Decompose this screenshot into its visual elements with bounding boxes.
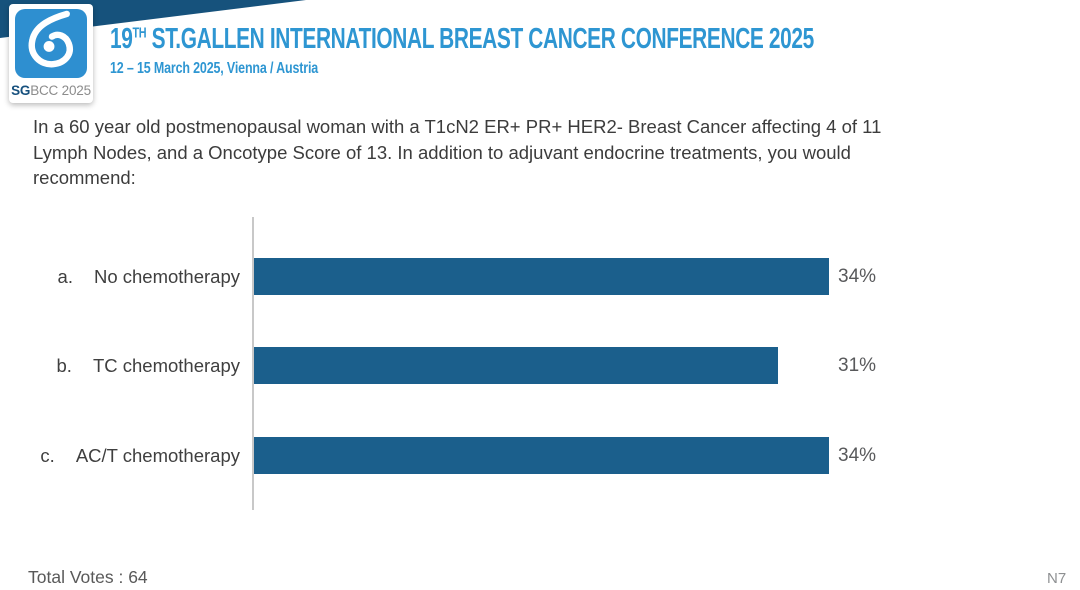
- value-label-a: 34%: [838, 266, 877, 287]
- option-label-a: a. No chemotherapy: [20, 258, 240, 295]
- option-text-b: TC chemotherapy: [92, 354, 240, 376]
- header-titles: 19TH ST.GALLEN INTERNATIONAL BREAST CANC…: [110, 23, 1080, 78]
- option-label-b: b. TC chemotherapy: [20, 347, 240, 384]
- chart-axis-line: [252, 217, 254, 510]
- total-votes-label: Total Votes : 64: [28, 567, 148, 587]
- question-line-2: Lymph Nodes, and a Oncotype Score of 13.…: [33, 141, 851, 163]
- option-text-a: No chemotherapy: [93, 265, 240, 287]
- question-text: In a 60 year old postmenopausal woman wi…: [33, 114, 881, 191]
- chart-bar-a: [254, 258, 829, 295]
- value-label-b: 31%: [838, 355, 877, 376]
- sgbcc-logo-text: SGBCC 2025: [9, 83, 93, 98]
- question-line-1: In a 60 year old postmenopausal woman wi…: [33, 116, 882, 137]
- option-letter-b: b.: [56, 354, 72, 376]
- chart-bar-b: [254, 347, 778, 384]
- sgbcc-logo-square: [15, 9, 87, 78]
- question-line-3: recommend:: [33, 167, 136, 188]
- sgbcc-logo-card: SGBCC 2025: [9, 4, 93, 103]
- option-letter-c: c.: [40, 444, 55, 466]
- value-label-c: 34%: [838, 445, 877, 466]
- conference-title-ordinal: TH: [132, 24, 147, 42]
- chart-bar-c: [254, 437, 829, 474]
- option-text-c: AC/T chemotherapy: [75, 444, 240, 466]
- slide-number: N7: [1047, 570, 1067, 587]
- conference-title-main: ST.GALLEN INTERNATIONAL BREAST CANCER CO…: [146, 23, 815, 55]
- logo-text-sg: SG: [11, 83, 31, 98]
- conference-subtitle: 12 – 15 March 2025, Vienna / Austria: [110, 60, 319, 77]
- option-letter-a: a.: [57, 265, 73, 287]
- logo-text-rest: BCC 2025: [30, 83, 91, 98]
- option-label-c: c. AC/T chemotherapy: [20, 437, 240, 474]
- drop-icon: [28, 10, 73, 68]
- conference-title-number: 19: [110, 23, 133, 55]
- conference-title: 19TH ST.GALLEN INTERNATIONAL BREAST CANC…: [110, 23, 814, 56]
